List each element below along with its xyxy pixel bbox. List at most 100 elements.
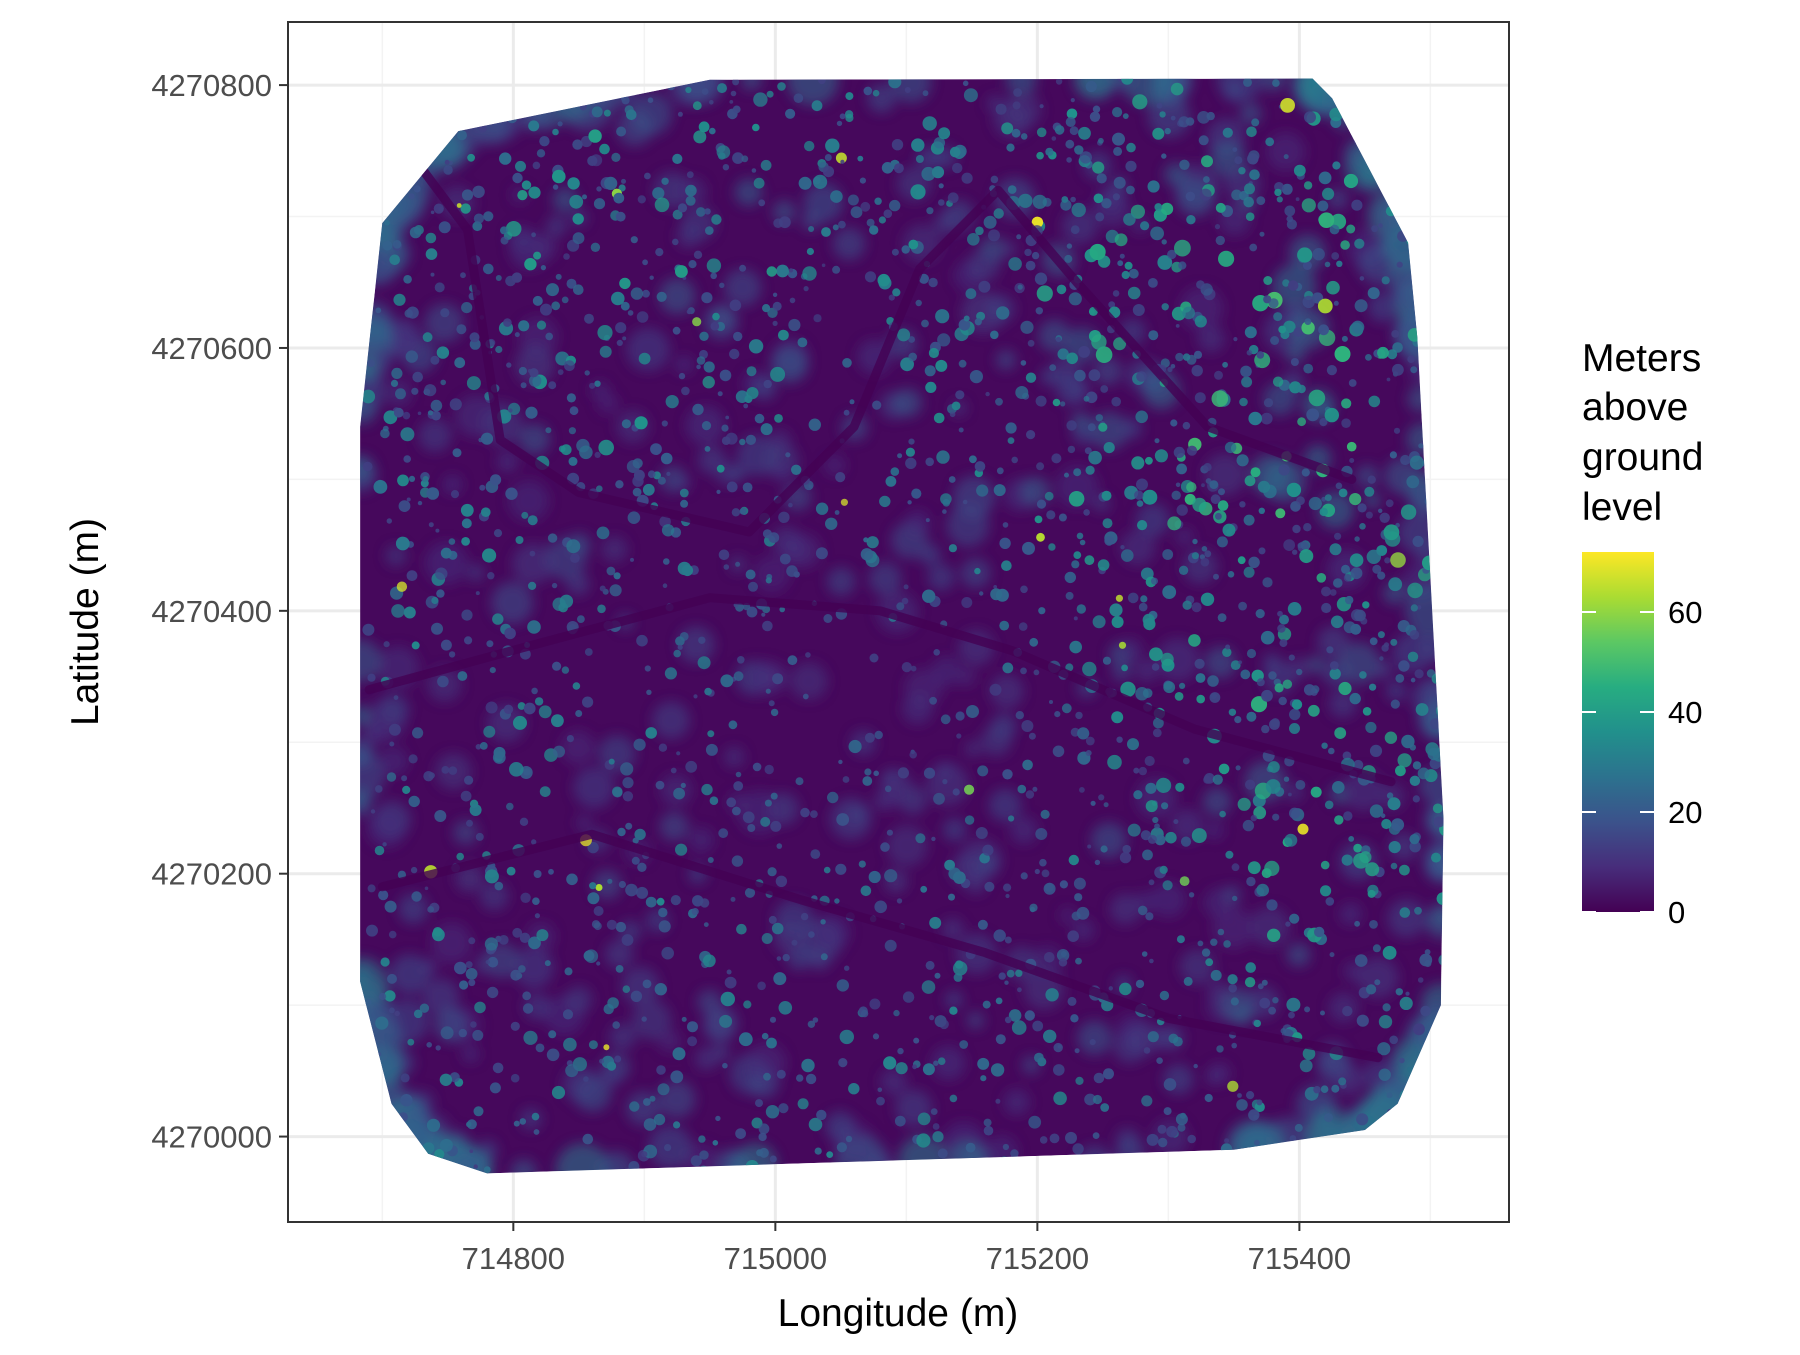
tree-crown [645,727,657,739]
tree-crown [612,786,623,798]
tree-crown [1244,326,1257,339]
tree-crown [1218,488,1225,496]
tree-crown [990,330,999,340]
tree-crown [1085,750,1092,756]
tree-crown [1278,325,1287,334]
tree-crown [1136,371,1147,382]
tree-crown [375,1016,389,1030]
tree-crown [402,785,411,795]
tree-crown [1243,78,1252,87]
tree-crown [486,986,499,999]
tree-crown [1145,782,1157,794]
tree-crown [849,399,855,405]
tree-crown [1303,363,1314,374]
tree-crown [475,591,480,596]
clearings [364,146,1396,1063]
tree-crown [1154,823,1160,830]
tree-crown [460,790,472,802]
tree-crown [770,366,786,382]
tree-crown [797,1098,809,1110]
tree-crown [620,762,634,776]
tree-crown [1369,637,1378,646]
tree-crown [1024,248,1032,257]
tree-crown [1232,147,1238,153]
tree-crown [511,272,523,283]
tree-crown [568,427,577,435]
tree-crown [1091,334,1107,350]
tree-crown [703,922,709,927]
tree-crown [1069,640,1082,654]
tree-crown [860,885,872,897]
tree-crown [548,1030,557,1039]
tree-crown [1065,663,1074,672]
tree-crown [1032,786,1038,792]
tree-crown [654,983,667,996]
tree-crown [975,226,984,236]
tree-crown [495,275,502,281]
canopy-glow-patch [694,1046,719,1071]
canopy-glow-patch [1077,1020,1112,1056]
tree-crown [1156,1057,1163,1064]
tree-crown [782,953,790,962]
tree-crown [1127,823,1141,837]
tree-crown [1387,797,1401,811]
tree-crown [1340,240,1350,250]
tree-crown [410,866,418,874]
tree-crown [1200,557,1210,567]
canopy-glow-patch [1093,356,1122,386]
tree-crown [984,881,995,892]
tree-crown [519,817,529,826]
tree-crown [1289,708,1301,721]
tree-crown [1104,536,1114,546]
tree-crown [1011,456,1018,464]
tree-crown [482,548,497,563]
tree-crown [1293,327,1303,337]
tree-crown [1138,766,1148,776]
tree-crown [1191,602,1202,613]
tree-crown [403,606,416,619]
tree-crown [655,248,664,257]
canopy-glow-patch [491,581,534,625]
tree-crown [720,674,734,688]
tree-crown [1288,792,1292,797]
tree-crown [1286,219,1297,230]
tree-crown [1304,111,1316,124]
tree-crown [1351,320,1365,334]
tree-crown [522,1003,534,1014]
tree-crown [1244,977,1256,988]
tree-crown [1200,592,1215,606]
tree-crown [1015,711,1024,720]
tree-crown [661,177,669,185]
tree-crown [711,214,722,225]
tree-crown [1334,346,1351,362]
tree-crown [877,1087,883,1093]
tree-crown [1216,536,1228,548]
tree-crown [1303,684,1316,696]
tree-crown [1399,907,1411,918]
tree-crown [449,398,462,411]
tree-crown [1198,135,1209,146]
canopy-glow-patch [1135,658,1159,683]
canopy-glow-patch [487,704,526,743]
tree-crown [1010,1149,1019,1158]
tree-crown [1206,111,1215,121]
tree-crown [1301,198,1316,213]
edge-interpolation-patch [360,787,372,811]
tree-crown [1036,127,1047,138]
tree-crown [761,933,773,944]
tree-crown [1417,767,1430,780]
tree-crown [1006,143,1015,152]
canopy-glow-patch [867,83,896,113]
tree-crown [1173,446,1185,458]
tree-crown [417,500,423,506]
tree-crown [735,771,742,778]
tree-crown [1025,790,1035,799]
tree-crown [917,1112,931,1126]
tree-crown [1367,889,1376,898]
tree-crown [872,1033,880,1040]
tree-crown [435,567,448,580]
tree-crown [691,908,699,916]
tree-crown [1321,742,1328,749]
tree-crown [1308,496,1322,511]
